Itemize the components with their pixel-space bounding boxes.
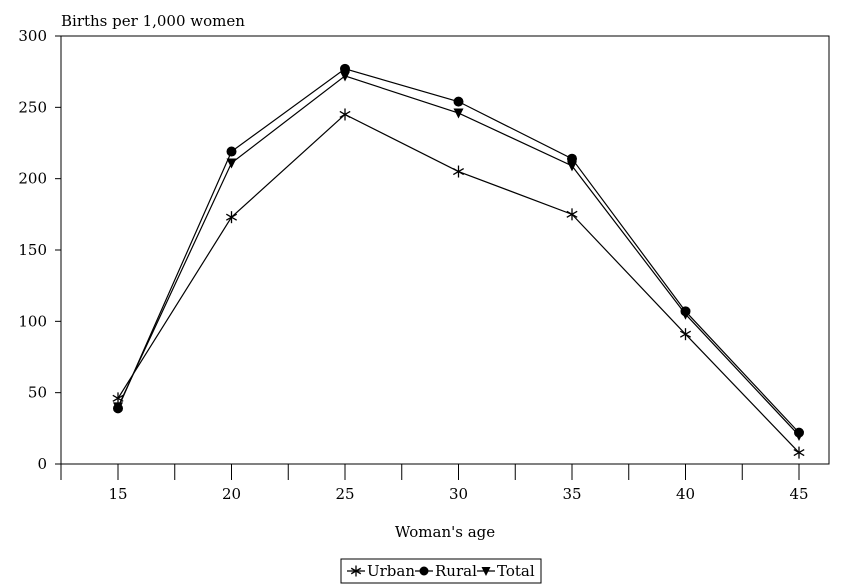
- legend-label: Total: [497, 562, 535, 580]
- series-line: [118, 76, 799, 436]
- y-axis-title: Births per 1,000 women: [61, 12, 245, 30]
- series-total: [113, 71, 804, 441]
- y-tick-label: 150: [18, 241, 47, 259]
- data-point: [453, 166, 463, 178]
- series-line: [118, 114, 799, 452]
- series-layer: [113, 64, 804, 458]
- data-point: [340, 108, 350, 120]
- x-tick-label: 35: [562, 485, 581, 503]
- series-line: [118, 69, 799, 433]
- data-point: [454, 109, 464, 119]
- data-point: [227, 158, 237, 168]
- x-tick-label: 20: [222, 485, 241, 503]
- y-tick-label: 200: [18, 170, 47, 188]
- y-axis-label: Births per 1,000 women: [61, 12, 245, 30]
- y-axis: 0 50 100 150 200 250 300: [18, 27, 61, 473]
- x-axis-label: Woman's age: [395, 523, 495, 541]
- x-axis: 15 20 25 30 35 40 45: [61, 464, 809, 503]
- x-tick-label: 30: [449, 485, 468, 503]
- y-tick-label: 50: [28, 384, 47, 402]
- x-tick-label: 45: [789, 485, 808, 503]
- x-tick-label: 15: [108, 485, 127, 503]
- data-point: [226, 211, 236, 223]
- x-tick-label: 25: [335, 485, 354, 503]
- data-point: [340, 71, 350, 81]
- legend-label: Urban: [367, 562, 415, 580]
- series-rural: [114, 64, 804, 437]
- x-tick-label: 40: [676, 485, 695, 503]
- legend: Urban Rural Total: [341, 559, 541, 583]
- series-urban: [113, 108, 804, 458]
- legend-label: Rural: [435, 562, 477, 580]
- data-point: [227, 147, 236, 156]
- y-tick-label: 250: [18, 98, 47, 116]
- y-tick-label: 300: [18, 27, 47, 45]
- y-tick-label: 0: [37, 455, 47, 473]
- y-tick-label: 100: [18, 312, 47, 330]
- plot-frame: [61, 36, 829, 464]
- data-point: [454, 97, 463, 106]
- data-point: [420, 567, 428, 575]
